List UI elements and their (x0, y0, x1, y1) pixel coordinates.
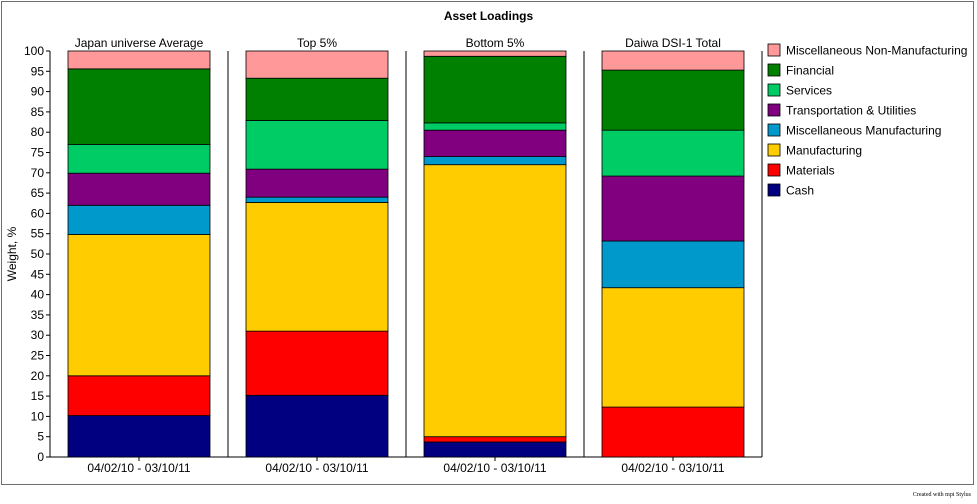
bar-segment (601, 175, 745, 242)
legend-swatch (767, 43, 781, 57)
y-tick-label: 35 (31, 308, 45, 322)
bar-segment (67, 143, 211, 174)
y-tick-label: 55 (31, 227, 45, 241)
x-tick-label: 04/02/10 - 03/10/11 (87, 461, 191, 475)
y-tick-label: 5 (37, 430, 44, 444)
y-tick-label: 70 (31, 166, 45, 180)
bar-segment (423, 436, 567, 443)
bar-segment (245, 77, 389, 121)
legend-item: Manufacturing (767, 143, 862, 158)
bar-segment (423, 55, 567, 124)
x-tick-label: 04/02/10 - 03/10/11 (443, 461, 547, 475)
bar-segment (423, 156, 567, 166)
bar-segment (423, 50, 567, 57)
bar-segment (601, 129, 745, 177)
legend-swatch (767, 143, 781, 157)
legend-swatch (767, 83, 781, 97)
y-tick-label: 20 (31, 369, 45, 383)
bar-segment (601, 50, 745, 71)
footer-note: Created with mpi Stylus (912, 492, 971, 498)
legend-item: Transportation & Utilities (767, 103, 916, 118)
legend-label: Services (786, 84, 832, 98)
legend-item: Services (767, 83, 832, 98)
y-tick-label: 30 (31, 328, 45, 342)
y-tick-label: 85 (31, 105, 45, 119)
legend-label: Miscellaneous Non-Manufacturing (786, 44, 967, 58)
legend-item: Miscellaneous Manufacturing (767, 123, 941, 138)
panel-title: Daiwa DSI-1 Total (625, 36, 721, 50)
y-tick-label: 65 (31, 186, 45, 200)
bar-segment (67, 375, 211, 416)
bar-segment (67, 50, 211, 70)
bar-segment (601, 287, 745, 408)
legend-item: Cash (767, 183, 814, 198)
legend: Miscellaneous Non-Manufacturing Financial… (767, 43, 967, 198)
y-tick-label: 100 (24, 44, 44, 58)
chart-title: Asset Loadings (443, 9, 534, 23)
bar-segment (423, 122, 567, 131)
chart-frame (1, 1, 974, 485)
panel-2: Top 5% 04/02/10 - 03/10/11 (245, 36, 389, 475)
y-tick-label: 45 (31, 267, 45, 281)
legend-swatch (767, 163, 781, 177)
y-tick-label: 60 (31, 206, 45, 220)
legend-swatch (767, 123, 781, 137)
bar-segment (67, 415, 211, 458)
bar-segment (67, 172, 211, 206)
bar-segment (245, 330, 389, 396)
bar-segment (423, 129, 567, 157)
y-tick-label: 10 (31, 409, 45, 423)
bar-segment (245, 196, 389, 203)
y-tick-label: 75 (31, 146, 45, 160)
panel-title: Top 5% (297, 36, 337, 50)
legend-label: Transportation & Utilities (786, 104, 916, 118)
legend-label: Manufacturing (786, 144, 862, 158)
bar-segment (67, 204, 211, 235)
bar-segment (601, 406, 745, 458)
bar-segment (601, 240, 745, 289)
x-tick-label: 04/02/10 - 03/10/11 (265, 461, 369, 475)
panel-4: Daiwa DSI-1 Total 04/02/10 - 03/10/11 (601, 36, 745, 475)
panel-title: Japan universe Average (75, 36, 204, 50)
y-tick-label: 80 (31, 125, 45, 139)
y-tick-label: 90 (31, 85, 45, 99)
panel-title: Bottom 5% (466, 36, 525, 50)
legend-swatch (767, 103, 781, 117)
panel-3: Bottom 5% 04/02/10 - 03/10/11 (423, 36, 567, 475)
bar-segment (245, 168, 389, 198)
legend-label: Miscellaneous Manufacturing (786, 124, 941, 138)
y-tick-label: 50 (31, 247, 45, 261)
legend-swatch (767, 183, 781, 197)
x-tick-label: 04/02/10 - 03/10/11 (621, 461, 725, 475)
legend-label: Cash (786, 184, 814, 198)
y-tick-label: 0 (37, 450, 44, 464)
legend-swatch (767, 63, 781, 77)
y-tick-label: 15 (31, 389, 45, 403)
y-tick-label: 40 (31, 288, 45, 302)
chart-panels: Japan universe Average 04/02/10 - 03/10/1… (50, 36, 763, 475)
y-axis-label: Weight, % (5, 226, 19, 281)
bar-segment (67, 234, 211, 377)
bar-segment (245, 120, 389, 170)
bar-segment (67, 68, 211, 145)
legend-item: Financial (767, 63, 834, 78)
y-axis: 0 5 10 15 20 25 30 35 40 45 50 55 60 65 70 75 80 85 90 95 10… (5, 44, 51, 464)
legend-label: Materials (786, 164, 835, 178)
legend-label: Financial (786, 64, 834, 78)
y-tick-label: 25 (31, 349, 45, 363)
bar-segment (245, 50, 389, 79)
panel-1: Japan universe Average 04/02/10 - 03/10/1… (67, 36, 211, 475)
legend-item: Materials (767, 163, 835, 178)
bar-segment (245, 202, 389, 332)
bar-segment (601, 69, 745, 131)
bar-segment (245, 394, 389, 458)
bar-segment (423, 164, 567, 438)
legend-item: Miscellaneous Non-Manufacturing (767, 43, 967, 58)
y-tick-label: 95 (31, 64, 45, 78)
bar-segment (423, 441, 567, 458)
